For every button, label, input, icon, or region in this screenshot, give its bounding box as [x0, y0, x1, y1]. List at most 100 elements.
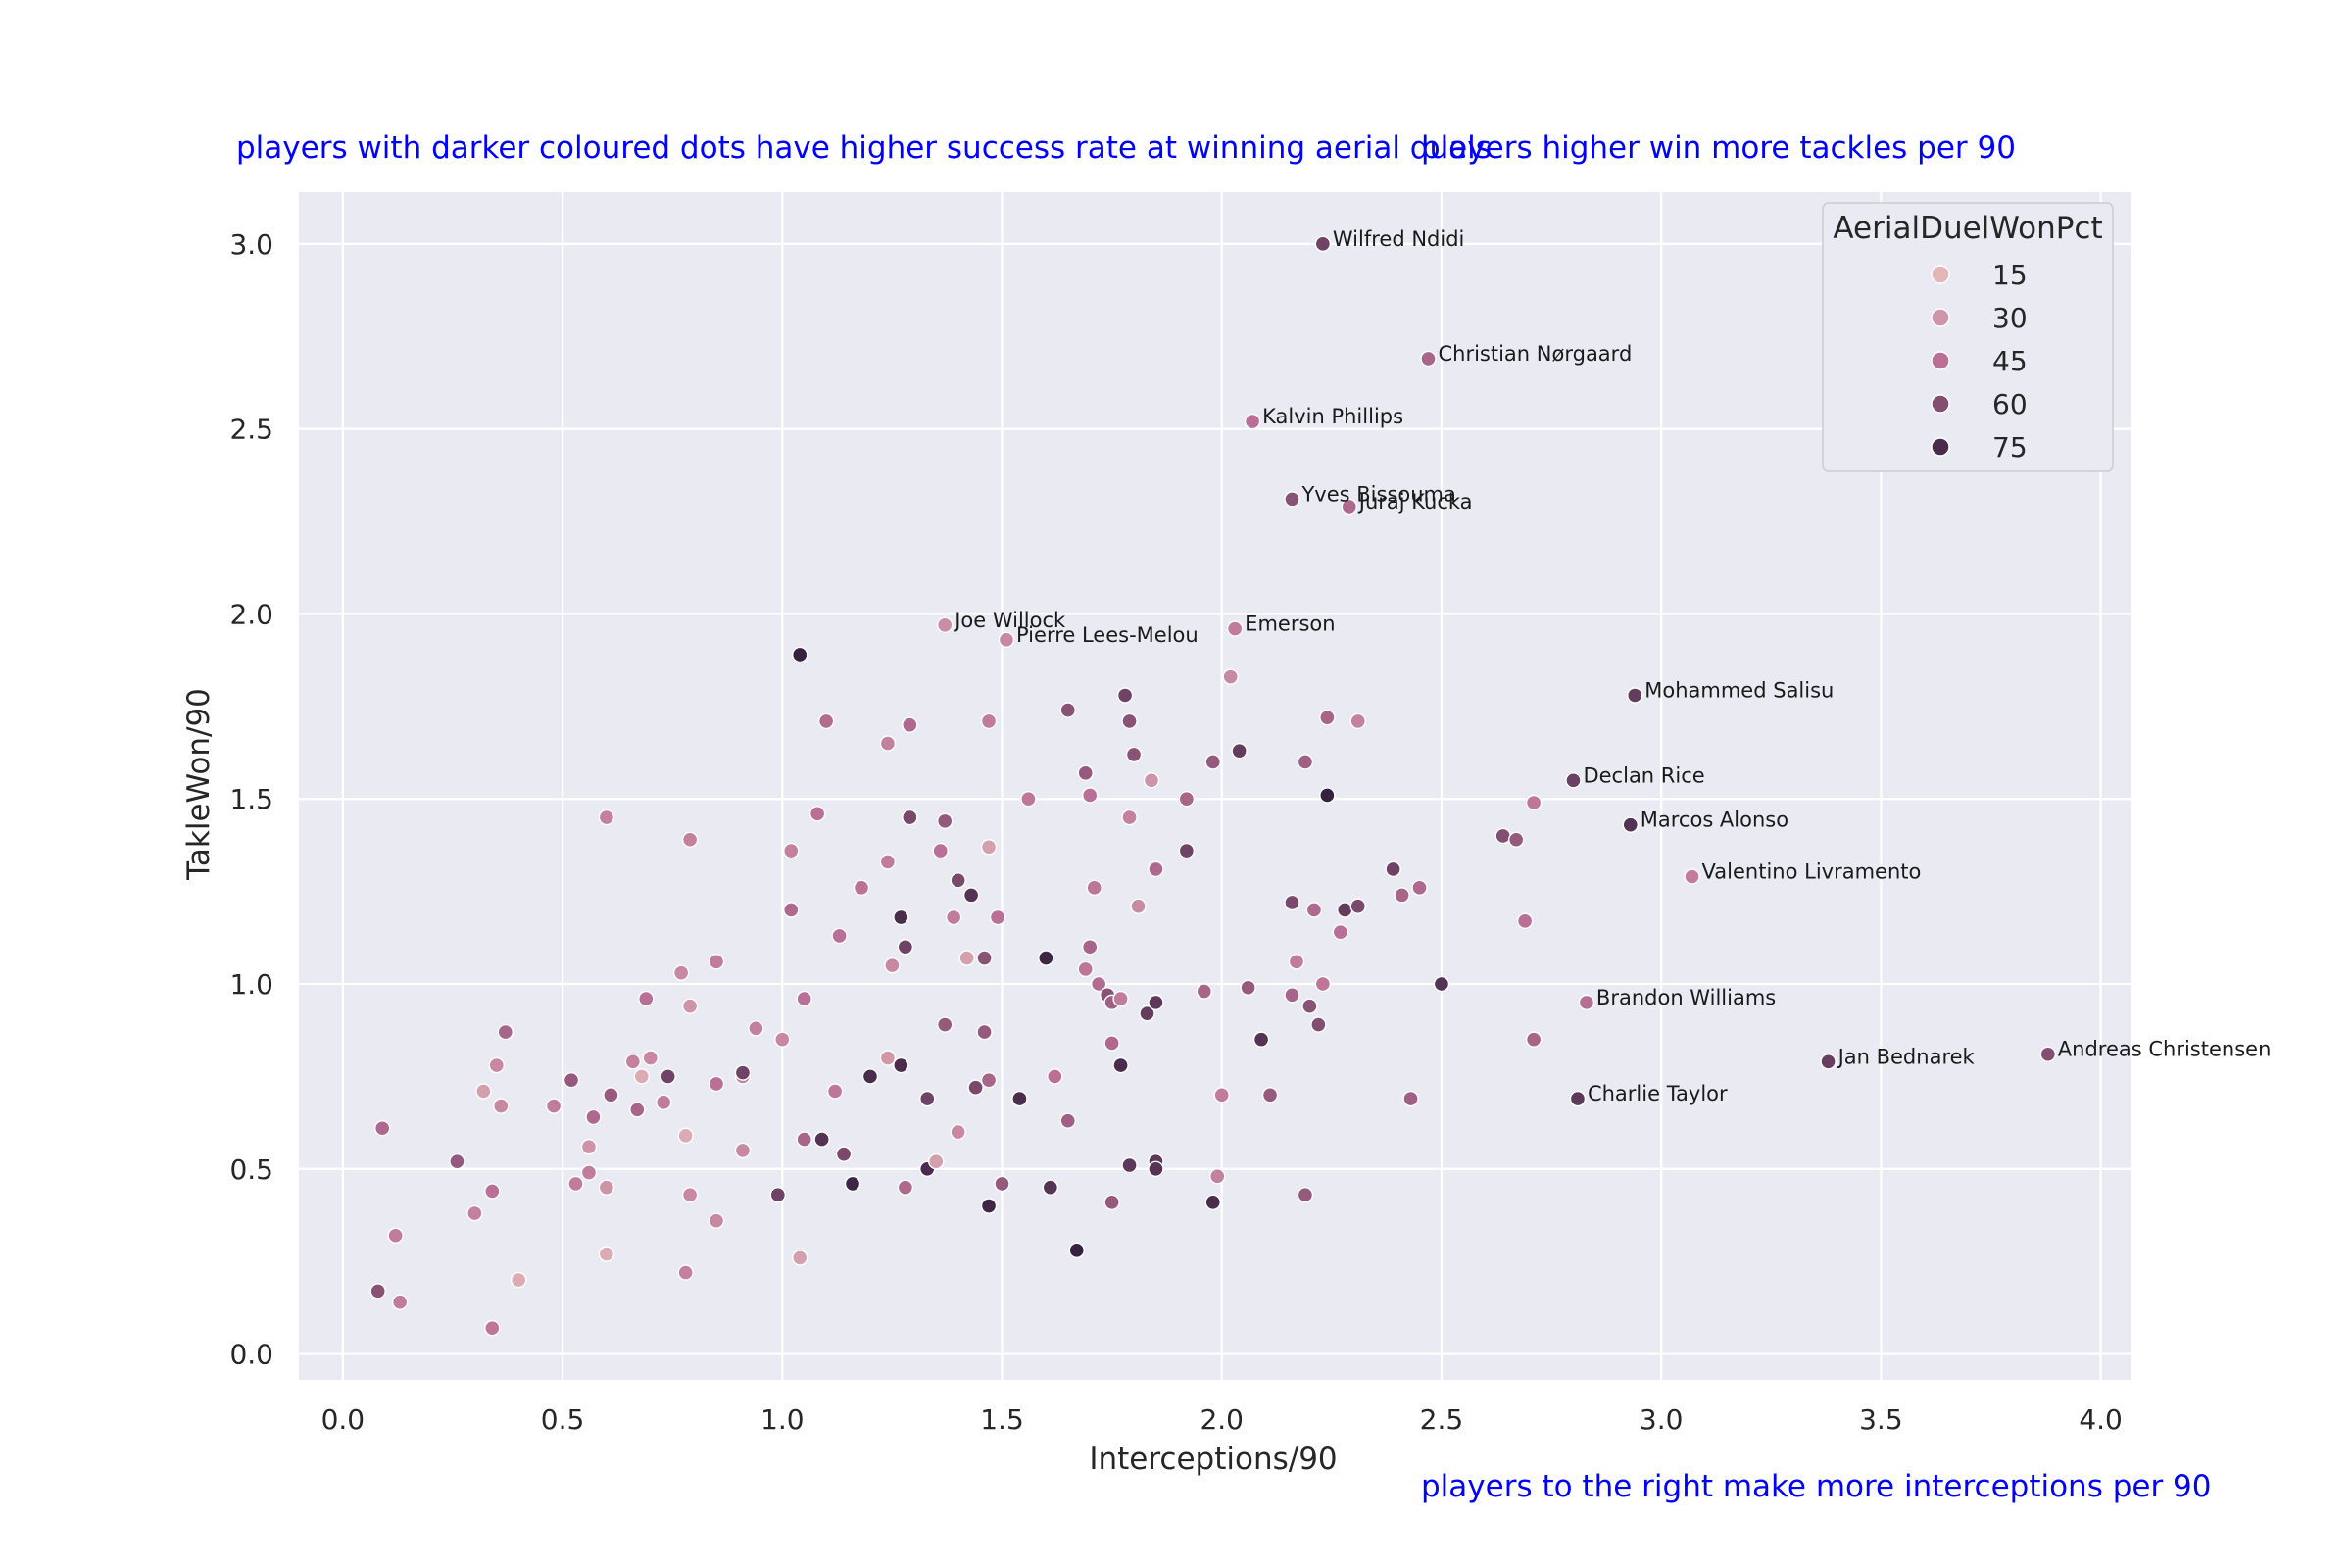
- labeled-data-point: [1820, 1054, 1837, 1070]
- data-point: [1103, 1035, 1120, 1052]
- legend-box: [1822, 202, 2114, 472]
- legend: AerialDuelWonPct 15 30 45 60 75: [1822, 202, 2114, 472]
- data-point: [826, 1083, 844, 1100]
- data-point: [980, 1198, 998, 1214]
- data-point: [1394, 887, 1410, 904]
- data-point: [1196, 983, 1212, 1000]
- data-point: [1222, 668, 1239, 685]
- point-label: Emerson: [1245, 612, 1335, 636]
- data-point: [1121, 712, 1138, 730]
- legend-label: 60: [1992, 388, 2028, 420]
- data-point: [677, 1264, 694, 1281]
- data-point: [1385, 860, 1401, 878]
- data-point: [902, 716, 918, 733]
- data-point: [681, 998, 699, 1014]
- data-point: [774, 1031, 791, 1048]
- data-point: [958, 950, 975, 966]
- data-point: [808, 806, 826, 822]
- point-label: Yves Bissouma: [1300, 482, 1455, 506]
- data-point: [1231, 742, 1248, 760]
- data-point: [598, 1246, 615, 1262]
- legend-label: 15: [1992, 259, 2028, 291]
- data-point: [893, 1056, 909, 1074]
- data-point: [980, 712, 998, 730]
- data-point: [817, 712, 835, 730]
- data-point: [1020, 791, 1037, 808]
- y-tick-label: 2.5: [229, 414, 273, 446]
- data-point: [1301, 998, 1318, 1014]
- data-point: [681, 831, 699, 848]
- y-tick-label: 0.5: [229, 1153, 273, 1186]
- labeled-data-point: [1565, 772, 1582, 789]
- data-point: [1516, 912, 1534, 930]
- data-point: [1525, 794, 1543, 811]
- data-point: [475, 1083, 492, 1100]
- data-point: [369, 1283, 386, 1299]
- data-point: [488, 1056, 505, 1074]
- labeled-data-point: [1314, 235, 1332, 253]
- data-point: [919, 1090, 936, 1107]
- data-point: [708, 1212, 725, 1229]
- data-point: [976, 950, 993, 966]
- data-point: [1116, 687, 1134, 704]
- data-point: [708, 1075, 725, 1093]
- labeled-data-point: [1622, 816, 1639, 833]
- data-point: [1305, 902, 1323, 918]
- data-point: [1178, 791, 1196, 808]
- data-point: [937, 1016, 954, 1033]
- data-point: [989, 908, 1006, 926]
- legend-title: AerialDuelWonPct: [1833, 211, 2102, 246]
- data-point: [1059, 1112, 1076, 1129]
- data-point: [1148, 1160, 1164, 1177]
- data-point: [660, 1068, 676, 1085]
- legend-marker: [1931, 265, 1950, 284]
- data-point: [1314, 975, 1332, 993]
- data-point: [879, 1050, 897, 1066]
- data-point: [1297, 754, 1314, 770]
- labeled-data-point: [1627, 687, 1643, 704]
- data-point: [708, 954, 725, 970]
- data-point: [1204, 754, 1221, 770]
- data-point: [1525, 1031, 1543, 1048]
- data-point: [1337, 902, 1353, 918]
- data-point: [484, 1319, 501, 1337]
- labeled-data-point: [937, 616, 954, 633]
- y-tick-label: 1.0: [229, 968, 273, 1001]
- data-point: [1284, 894, 1300, 911]
- data-point: [1121, 1156, 1138, 1174]
- data-point: [624, 1054, 642, 1070]
- point-label: Jan Bednarek: [1837, 1045, 1976, 1068]
- point-label: Joe Willock: [953, 609, 1066, 632]
- data-point: [374, 1120, 391, 1137]
- y-tick-label: 2.0: [229, 598, 273, 630]
- data-point: [1319, 709, 1336, 726]
- data-point: [1297, 1187, 1314, 1203]
- data-point: [1204, 1194, 1221, 1210]
- data-point: [783, 842, 800, 859]
- data-point: [937, 812, 954, 830]
- data-point: [484, 1183, 501, 1200]
- data-point: [853, 879, 870, 897]
- data-point: [638, 990, 655, 1007]
- legend-items: 15 30 45 60 75: [1931, 259, 2028, 464]
- x-axis-label: Interceptions/90: [1089, 1442, 1337, 1477]
- point-label: Pierre Lees-Melou: [1016, 623, 1199, 647]
- data-point: [642, 1050, 659, 1066]
- data-point: [813, 1131, 830, 1148]
- data-point: [796, 990, 812, 1007]
- data-point: [879, 735, 897, 752]
- legend-marker: [1931, 394, 1950, 414]
- y-axis-label: TakleWon/90: [181, 688, 217, 881]
- data-point: [603, 1087, 619, 1103]
- point-label: Charlie Taylor: [1588, 1082, 1728, 1105]
- labeled-data-point: [1284, 491, 1300, 508]
- x-tick-label: 1.5: [980, 1403, 1024, 1436]
- data-point: [962, 887, 980, 904]
- y-tick-labels: 0.0 0.5 1.0 1.5 2.0 2.5 3.0: [229, 228, 273, 1371]
- data-point: [932, 842, 949, 859]
- x-tick-label: 1.0: [760, 1403, 805, 1436]
- data-point: [585, 1108, 602, 1126]
- data-point: [580, 1164, 598, 1181]
- data-point: [1148, 860, 1164, 878]
